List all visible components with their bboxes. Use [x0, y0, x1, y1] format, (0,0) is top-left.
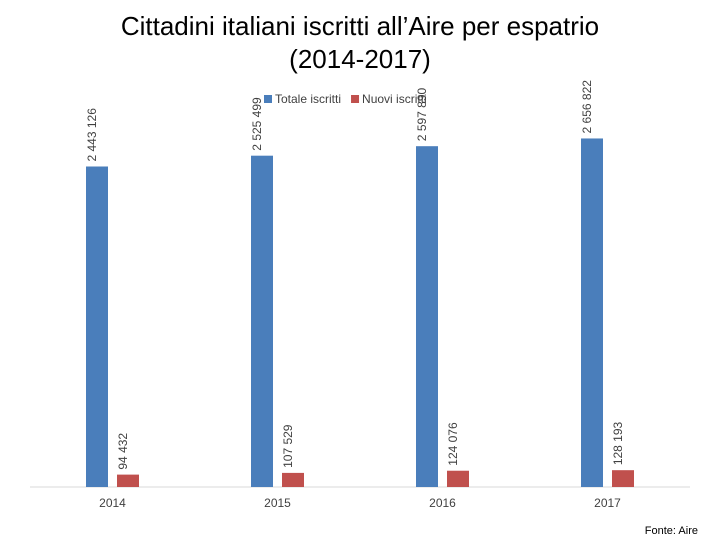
- legend-label-totale: Totale iscritti: [275, 92, 341, 106]
- data-label-nuovi-2016: 124 076: [446, 422, 460, 466]
- legend-label-nuovi: Nuovi iscritti: [362, 92, 427, 106]
- data-label-totale-2015: 2 525 499: [250, 97, 264, 151]
- data-label-nuovi-2015: 107 529: [281, 424, 295, 468]
- data-label-nuovi-2017: 128 193: [611, 421, 625, 465]
- x-tick-label-2016: 2016: [429, 496, 456, 510]
- bar-totale-2016: [416, 146, 438, 487]
- source-note: Fonte: Aire: [644, 525, 698, 537]
- x-tick-label-2017: 2017: [594, 496, 621, 510]
- bar-totale-2014: [86, 166, 108, 487]
- bar-nuovi-2015: [282, 472, 304, 487]
- chart-title-line-2: (2014-2017): [289, 44, 431, 74]
- x-tick-label-2014: 2014: [99, 496, 126, 510]
- x-tick-label-2015: 2015: [264, 496, 291, 510]
- chart-title-line-1: Cittadini italiani iscritti all’Aire per…: [120, 11, 600, 41]
- bar-totale-2017: [581, 138, 603, 487]
- chart-title: Cittadini italiani iscritti all’Aire per…: [0, 10, 720, 76]
- data-label-totale-2016: 2 597 890: [415, 87, 429, 141]
- bar-nuovi-2017: [612, 470, 634, 487]
- bar-totale-2015: [251, 155, 273, 487]
- legend-swatch-nuovi: [351, 95, 360, 103]
- data-label-totale-2017: 2 656 822: [580, 80, 594, 134]
- data-label-nuovi-2014: 94 432: [116, 433, 130, 470]
- data-label-totale-2014: 2 443 126: [85, 108, 99, 162]
- bar-nuovi-2014: [117, 474, 139, 487]
- bar-nuovi-2016: [447, 470, 469, 487]
- legend-swatch-totale: [264, 95, 272, 103]
